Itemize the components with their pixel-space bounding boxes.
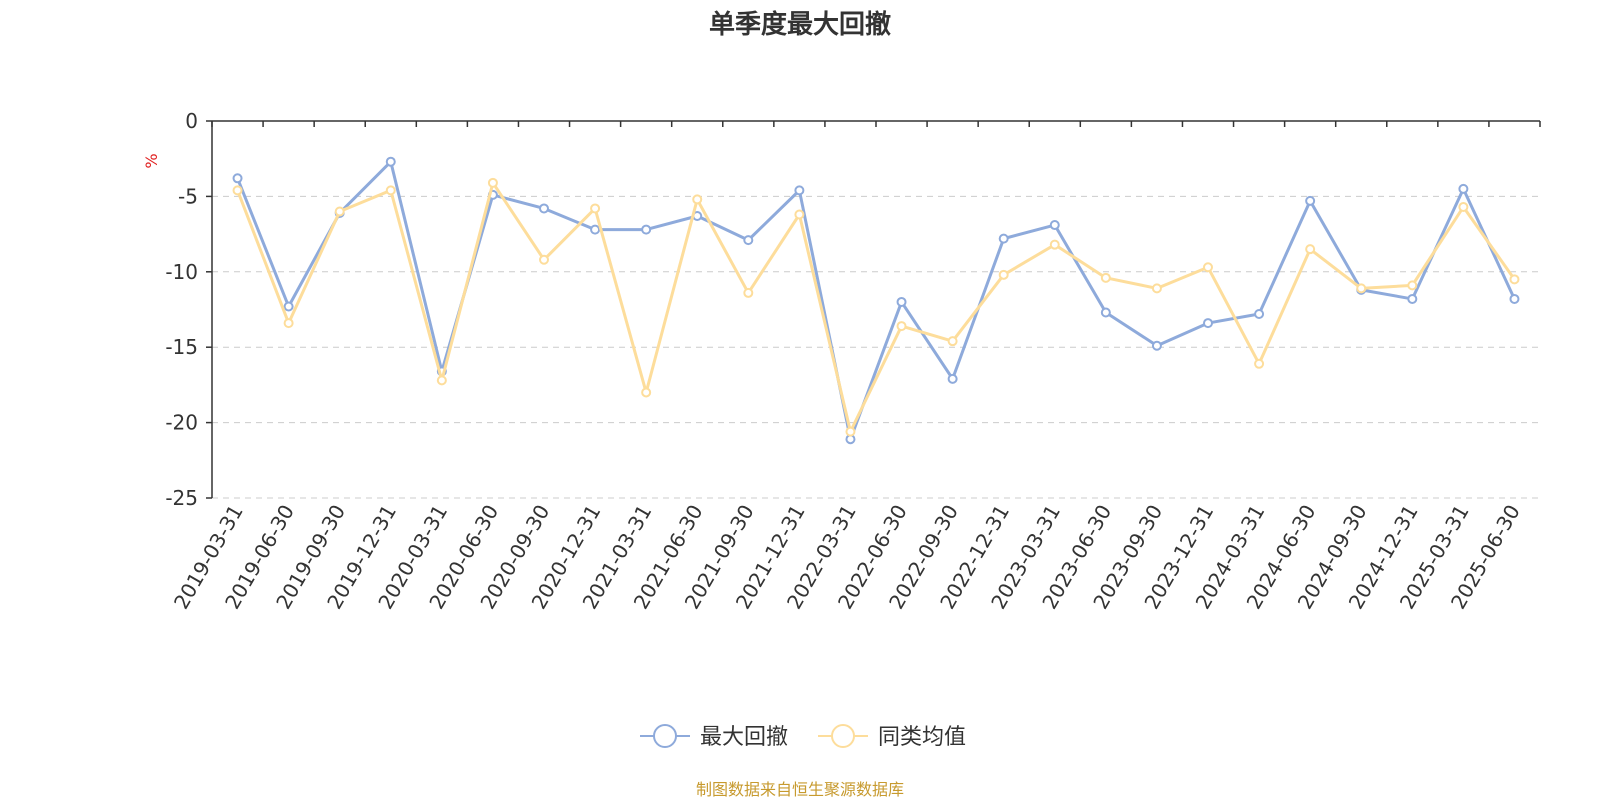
legend-marker bbox=[653, 724, 677, 748]
chart-title: 单季度最大回撤 bbox=[708, 10, 891, 40]
series-line-2 bbox=[236, 181, 1516, 434]
data-point bbox=[436, 375, 447, 386]
data-point bbox=[385, 156, 396, 167]
data-point bbox=[1305, 195, 1316, 206]
data-point bbox=[1049, 220, 1060, 231]
data-point bbox=[845, 426, 856, 437]
data-point bbox=[794, 185, 805, 196]
legend-item-2[interactable]: 同类均值 bbox=[818, 724, 966, 750]
data-point bbox=[590, 203, 601, 214]
data-point bbox=[896, 296, 907, 307]
data-point bbox=[1049, 239, 1060, 250]
data-point bbox=[1356, 283, 1367, 294]
data-point bbox=[1151, 283, 1162, 294]
data-point bbox=[896, 321, 907, 332]
data-point bbox=[590, 224, 601, 235]
data-point bbox=[232, 185, 243, 196]
axes bbox=[211, 120, 1540, 498]
data-point bbox=[1254, 358, 1265, 369]
data-point bbox=[1254, 309, 1265, 320]
data-point bbox=[1509, 293, 1520, 304]
y-axis-ticks: 0 -5 -10 -15 -20 -25 bbox=[165, 109, 212, 510]
y-tick-label: -25 bbox=[165, 486, 198, 510]
data-point bbox=[692, 194, 703, 205]
series-lines bbox=[232, 156, 1520, 445]
data-point bbox=[487, 177, 498, 188]
data-point bbox=[232, 173, 243, 184]
data-point bbox=[385, 185, 396, 196]
data-point bbox=[539, 254, 549, 265]
data-point bbox=[1151, 340, 1162, 351]
data-point bbox=[998, 233, 1009, 244]
y-tick-label: -10 bbox=[165, 260, 198, 284]
legend-label: 最大回撤 bbox=[700, 725, 788, 750]
data-point bbox=[539, 203, 549, 214]
y-tick-label: -15 bbox=[165, 335, 198, 359]
data-point bbox=[641, 224, 652, 235]
y-tick-label: -5 bbox=[178, 184, 198, 208]
series-line-1 bbox=[236, 160, 1516, 441]
data-point bbox=[1509, 274, 1520, 285]
data-point bbox=[641, 387, 652, 398]
data-point bbox=[1407, 293, 1418, 304]
data-point bbox=[1100, 272, 1111, 283]
data-point bbox=[1458, 201, 1469, 212]
data-point bbox=[1203, 262, 1213, 273]
data-point bbox=[947, 336, 958, 347]
data-point bbox=[1407, 280, 1418, 291]
data-point bbox=[283, 301, 294, 312]
data-point bbox=[1203, 318, 1213, 329]
data-point bbox=[334, 206, 345, 217]
legend-label: 同类均值 bbox=[878, 725, 966, 750]
y-tick-label: 0 bbox=[185, 109, 198, 133]
data-point bbox=[947, 373, 958, 384]
data-point bbox=[283, 318, 294, 329]
y-axis-unit-label: % bbox=[142, 153, 161, 168]
data-point bbox=[743, 287, 754, 298]
data-point bbox=[1100, 307, 1111, 318]
data-source-footer: 制图数据来自恒生聚源数据库 bbox=[695, 780, 904, 799]
y-tick-label: -20 bbox=[165, 411, 198, 435]
data-point bbox=[743, 235, 754, 246]
data-point bbox=[1305, 244, 1316, 255]
data-point bbox=[794, 209, 805, 220]
legend-marker bbox=[831, 724, 855, 748]
legend-item-1[interactable]: 最大回撤 bbox=[640, 724, 788, 750]
data-point bbox=[1458, 183, 1469, 194]
data-point bbox=[998, 269, 1009, 280]
x-axis-ticks: 2019-03-312019-06-302019-09-302019-12-31… bbox=[169, 121, 1541, 613]
line-chart: 0 -5 -10 -15 -20 -25 2019-03-312019-06-302019… bbox=[142, 109, 1541, 750]
legend[interactable]: 最大回撤 同类均值 bbox=[640, 724, 966, 750]
